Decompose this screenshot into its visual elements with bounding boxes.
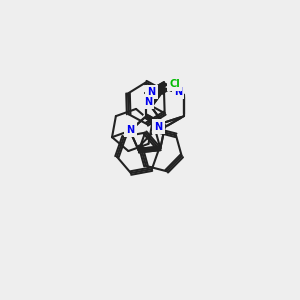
Text: N: N — [154, 122, 163, 131]
Circle shape — [144, 114, 148, 118]
Circle shape — [182, 92, 186, 97]
Circle shape — [163, 125, 167, 129]
Text: N: N — [144, 97, 152, 107]
Text: Cl: Cl — [169, 79, 180, 89]
Circle shape — [182, 92, 186, 97]
Text: N: N — [144, 97, 152, 107]
Circle shape — [144, 114, 148, 118]
Circle shape — [163, 125, 167, 129]
Text: N: N — [147, 87, 155, 97]
Text: N: N — [147, 87, 155, 97]
Circle shape — [182, 114, 186, 118]
Text: N: N — [127, 125, 135, 135]
Text: N: N — [174, 87, 182, 97]
Text: N: N — [174, 87, 182, 97]
Text: N: N — [127, 125, 135, 135]
Text: N: N — [154, 122, 163, 131]
Circle shape — [182, 114, 186, 118]
Text: Cl: Cl — [169, 79, 180, 89]
